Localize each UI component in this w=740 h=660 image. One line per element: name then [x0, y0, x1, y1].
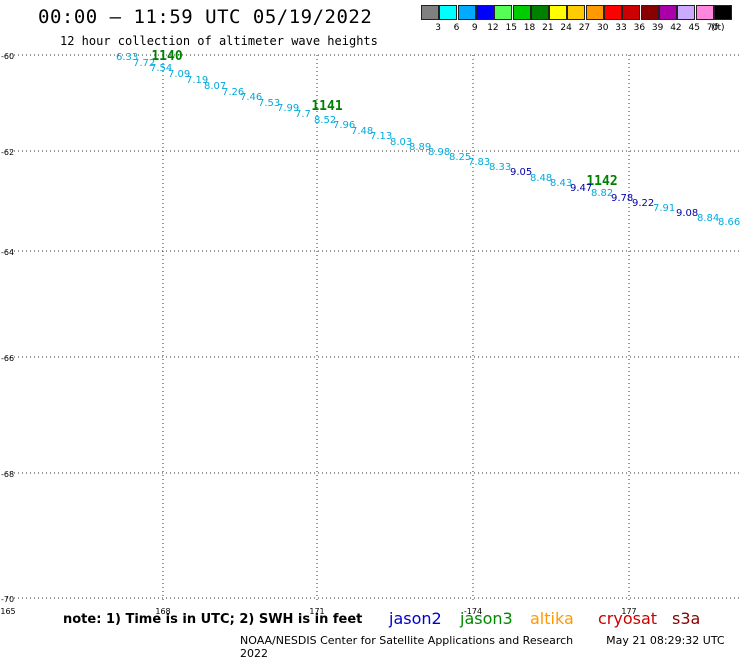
wave-height-reading: 8.89 [409, 142, 431, 153]
longitude-label: 168 [155, 607, 170, 616]
wave-height-readings: 6.337.727.547.097.198.077.267.467.537.99… [116, 52, 740, 228]
longitude-label: 171 [309, 607, 324, 616]
pass-label: 1142 [586, 174, 617, 189]
map-title: 00:00 – 11:59 UTC 05/19/2022 [38, 6, 373, 28]
wave-height-reading: 7.83 [468, 157, 490, 168]
latitude-labels: -60 -62 -64 -66 -68 -70 [1, 52, 14, 604]
scale-swatch [421, 5, 439, 20]
wave-height-reading: 9.05 [510, 167, 532, 178]
scale-swatch [640, 5, 659, 20]
scale-label: 70 [706, 23, 719, 33]
wave-height-reading: 7.96 [333, 120, 355, 131]
scale-swatch [457, 5, 476, 20]
scale-label: 18 [523, 23, 536, 33]
scale-label: 30 [597, 23, 609, 33]
scale-label: 27 [578, 23, 591, 33]
satellite-legend-item: s3a [672, 609, 701, 628]
scale-label: 6 [453, 23, 460, 33]
latitude-label: -70 [1, 595, 14, 604]
scale-swatch [439, 5, 458, 20]
graticule [6, 54, 740, 600]
wave-height-reading: 9.22 [632, 198, 654, 209]
scale-swatch [549, 5, 568, 20]
wave-height-reading: 8.25 [449, 152, 471, 163]
longitude-label: -174 [464, 607, 482, 616]
wave-height-reading: 8.07 [204, 81, 226, 92]
scale-swatch [713, 5, 732, 20]
wave-height-reading: 7.48 [351, 126, 373, 137]
wave-height-reading: 7.99 [277, 103, 299, 114]
latitude-label: -66 [1, 354, 14, 363]
scale-label: 45 [688, 23, 700, 33]
wave-height-reading: 9.47 [570, 183, 592, 194]
units-note: note: 1) Time is in UTC; 2) SWH is in fe… [63, 612, 363, 627]
wave-height-reading: 6.33 [116, 52, 138, 63]
credit-line: NOAA/NESDIS Center for Satellite Applica… [240, 634, 740, 660]
scale-unit: (ft) [711, 23, 725, 33]
wave-height-reading: 7.72 [133, 58, 155, 69]
scale-label: 12 [487, 23, 499, 33]
scale-label: 36 [633, 23, 646, 33]
credit-text: NOAA/NESDIS Center for Satellite Applica… [240, 634, 574, 647]
scale-swatch [494, 5, 513, 20]
scale-label: 21 [542, 23, 554, 33]
wave-height-reading: 9.78 [611, 193, 633, 204]
wave-height-reading: 8.03 [390, 137, 412, 148]
longitude-label: 165 [0, 607, 15, 616]
latitude-label: -64 [1, 248, 14, 257]
scale-label: 9 [471, 23, 478, 33]
wave-height-reading: 8.33 [489, 162, 511, 173]
wave-height-reading: 8.98 [428, 147, 450, 158]
wave-height-reading: 8.66 [718, 217, 740, 228]
satellite-legend-item: jason3 [460, 609, 513, 628]
wave-height-reading: 7.91 [653, 203, 675, 214]
longitude-labels: 165 168 171 -174 177 [0, 607, 636, 616]
scale-swatch [567, 5, 586, 20]
scale-label: 39 [651, 23, 664, 33]
wave-height-reading: 7.26 [222, 87, 244, 98]
wave-height-reading: 7.46 [240, 92, 262, 103]
pass-label: 1140 [151, 49, 182, 64]
wave-height-reading: 8.82 [591, 188, 613, 199]
scale-swatch [604, 5, 622, 20]
wave-height-reading: 9.08 [676, 208, 698, 219]
wave-height-reading: 8.43 [550, 178, 572, 189]
scale-label: 15 [505, 23, 517, 33]
scale-swatch [677, 5, 696, 20]
scale-swatch [695, 5, 714, 20]
wave-height-reading: 8.48 [530, 173, 552, 184]
scale-swatch [512, 5, 531, 20]
scale-swatch [585, 5, 604, 20]
latitude-label: -62 [1, 148, 14, 157]
scale-label: 33 [615, 23, 627, 33]
scale-label: 3 [435, 23, 442, 33]
wave-height-reading: 7.7 [295, 109, 311, 120]
wave-height-reading: 8.84 [697, 213, 719, 224]
wave-height-reading: 7.13 [370, 131, 392, 142]
pass-labels: 1140 1141 1142 [151, 49, 617, 189]
scale-swatch [530, 5, 549, 20]
wave-height-reading: 8.52 [314, 115, 336, 126]
longitude-label: 177 [621, 607, 636, 616]
pass-label: 1141 [311, 99, 342, 114]
scale-label: 24 [560, 23, 572, 33]
scale-swatch [622, 5, 641, 20]
scale-swatch [658, 5, 677, 20]
wave-height-reading: 7.19 [186, 75, 208, 86]
satellite-legend-item: cryosat [598, 609, 658, 628]
latitude-label: -60 [1, 52, 14, 61]
wave-height-reading: 7.54 [150, 63, 172, 74]
scale-label: 42 [670, 23, 682, 33]
wave-height-reading: 7.09 [168, 69, 190, 80]
satellite-legend-item: jason2 [389, 609, 442, 628]
map-subtitle: 12 hour collection of altimeter wave hei… [60, 34, 378, 48]
satellite-legend-item: altika [530, 609, 574, 628]
scale-swatch [475, 5, 494, 20]
wave-height-reading: 7.53 [258, 98, 280, 109]
latitude-label: -68 [1, 470, 14, 479]
